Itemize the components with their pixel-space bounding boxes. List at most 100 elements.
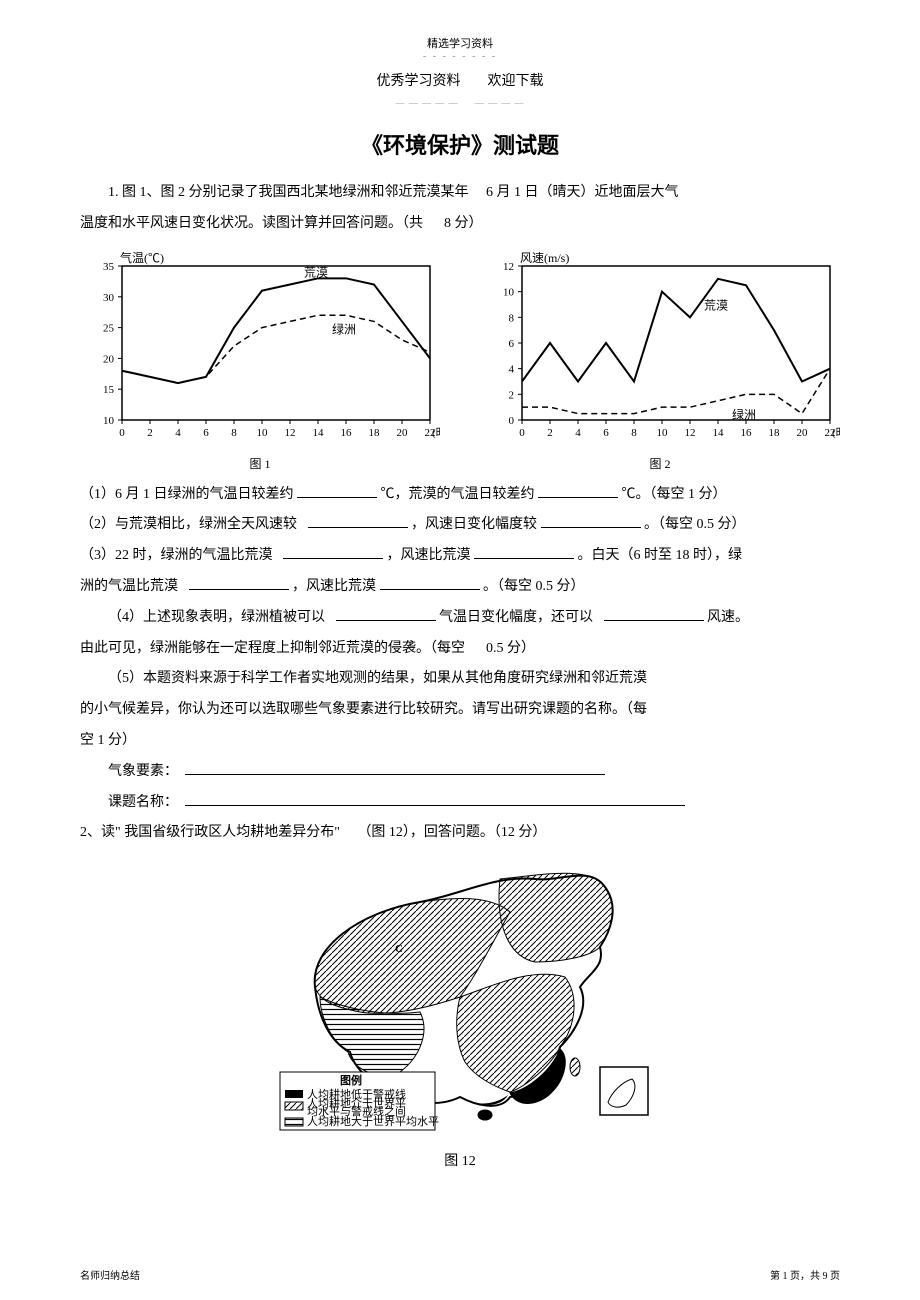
blank-input[interactable] <box>283 545 383 559</box>
svg-text:绿洲: 绿洲 <box>332 321 356 336</box>
q1-p1-c: ℃。（每空 1 分） <box>622 487 727 502</box>
svg-text:C: C <box>395 943 403 955</box>
svg-text:12: 12 <box>285 427 296 439</box>
q1-intro-c: 温度和水平风速日变化状况。读图计算并回答问题。（共 <box>80 216 423 231</box>
svg-text:10: 10 <box>257 427 269 439</box>
svg-text:绿洲: 绿洲 <box>732 406 756 421</box>
q1-p5-d: 气象要素： <box>108 764 178 779</box>
svg-text:6: 6 <box>509 338 515 350</box>
svg-text:图例: 图例 <box>340 1073 362 1087</box>
svg-text:4: 4 <box>175 427 181 439</box>
china-map-figure: C图例人均耕地低于警戒线人均耕地介于世界平均水平与警戒线之间人均耕地大于世界平均… <box>80 857 840 1170</box>
blank-input[interactable] <box>185 792 685 806</box>
svg-text:10: 10 <box>103 415 115 427</box>
page-title: 《环境保护》测试题 <box>80 128 840 160</box>
svg-text:8: 8 <box>631 427 637 439</box>
q1-p3-f: 。（每空 0.5 分） <box>483 579 585 594</box>
q1-p4-d: 由此可见，绿洲能够在一定程度上抑制邻近荒漠的侵袭。（每空 <box>80 641 465 656</box>
page-footer: 名师归纳总结 第 1 页，共 9 页 <box>80 1267 840 1282</box>
blank-input[interactable] <box>297 484 377 498</box>
svg-text:荒漠: 荒漠 <box>704 298 728 312</box>
svg-text:2: 2 <box>547 427 553 439</box>
svg-text:18: 18 <box>369 427 381 439</box>
q2-line-b: （图 12），回答问题。（12 分） <box>357 825 546 840</box>
svg-text:16: 16 <box>741 427 753 439</box>
svg-text:气温(℃): 气温(℃) <box>120 250 164 265</box>
svg-text:6: 6 <box>603 427 609 439</box>
question-1-parts: （1）6 月 1 日绿洲的气温日较差约 ℃，荒漠的气温日较差约 ℃。（每空 1 … <box>80 480 840 819</box>
chart-2-caption: 图 2 <box>480 455 840 472</box>
subtitle-left: 优秀学习资料 <box>377 74 461 89</box>
q1-p5-b: 的小气候差异，你认为还可以选取哪些气象要素进行比较研究。请写出研究课题的名称。（… <box>80 702 647 717</box>
svg-text:荒漠: 荒漠 <box>304 265 328 279</box>
header-small-text: 精选学习资料 <box>80 35 840 51</box>
q1-p4-c: 风速。 <box>707 610 749 625</box>
q1-p1-b: ℃，荒漠的气温日较差约 <box>381 487 535 502</box>
map-caption: 图 12 <box>80 1150 840 1170</box>
q1-p4-e: 0.5 分） <box>486 641 535 656</box>
svg-text:14: 14 <box>313 427 325 439</box>
svg-text:18: 18 <box>769 427 781 439</box>
header-dots: - - - - - - - - <box>80 51 840 62</box>
chart-2-windspeed: 风速(m/s)0246810120246810121416182022(时)荒漠… <box>480 248 840 472</box>
svg-text:2: 2 <box>509 389 515 401</box>
svg-text:12: 12 <box>685 427 696 439</box>
subtitle-underline: — — — — — — — — — <box>80 98 840 108</box>
blank-input[interactable] <box>538 484 618 498</box>
blank-input[interactable] <box>308 514 408 528</box>
footer-left: 名师归纳总结 <box>80 1267 140 1282</box>
q1-p4-a: （4）上述现象表明，绿洲植被可以 <box>108 610 325 625</box>
svg-text:4: 4 <box>575 427 581 439</box>
blank-input[interactable] <box>604 607 704 621</box>
svg-text:2: 2 <box>147 427 153 439</box>
q1-intro-b: 6 月 1 日（晴天）近地面层大气 <box>486 185 679 200</box>
blank-input[interactable] <box>185 761 605 775</box>
chart-1-temperature: 气温(℃)1015202530350246810121416182022(时)荒… <box>80 248 440 472</box>
svg-text:20: 20 <box>397 427 409 439</box>
q1-p2-b: ，风速日变化幅度较 <box>411 517 537 532</box>
blank-input[interactable] <box>336 607 436 621</box>
svg-text:6: 6 <box>203 427 209 439</box>
svg-text:10: 10 <box>657 427 669 439</box>
svg-text:20: 20 <box>797 427 809 439</box>
svg-text:风速(m/s): 风速(m/s) <box>520 251 569 265</box>
q1-intro-a: 1. 图 1、图 2 分别记录了我国西北某地绿洲和邻近荒漠某年 <box>108 185 469 200</box>
svg-text:14: 14 <box>713 427 725 439</box>
svg-text:10: 10 <box>503 286 515 298</box>
svg-text:(时): (时) <box>432 426 440 439</box>
svg-text:30: 30 <box>103 291 115 303</box>
blank-input[interactable] <box>189 576 289 590</box>
q1-p5-c: 空 1 分） <box>80 733 136 748</box>
q1-p3-c: 。白天（6 时至 18 时），绿 <box>578 548 743 563</box>
question-1: 1. 图 1、图 2 分别记录了我国西北某地绿洲和邻近荒漠某年 6 月 1 日（… <box>80 178 840 240</box>
svg-text:0: 0 <box>519 427 525 439</box>
question-2: 2、读" 我国省级行政区人均耕地差异分布" （图 12），回答问题。（12 分） <box>80 818 840 849</box>
svg-text:0: 0 <box>119 427 125 439</box>
svg-text:20: 20 <box>103 353 115 365</box>
blank-input[interactable] <box>541 514 641 528</box>
svg-text:15: 15 <box>103 384 115 396</box>
q1-p5-e: 课题名称： <box>108 795 178 810</box>
svg-text:人均耕地大于世界平均水平: 人均耕地大于世界平均水平 <box>307 1114 439 1128</box>
chart-1-caption: 图 1 <box>80 455 440 472</box>
svg-text:12: 12 <box>503 261 514 273</box>
svg-text:8: 8 <box>231 427 237 439</box>
svg-text:16: 16 <box>341 427 353 439</box>
blank-input[interactable] <box>380 576 480 590</box>
q1-p3-d: 洲的气温比荒漠 <box>80 579 178 594</box>
q1-p2-a: （2）与荒漠相比，绿洲全天风速较 <box>80 517 297 532</box>
charts-row: 气温(℃)1015202530350246810121416182022(时)荒… <box>80 248 840 472</box>
svg-text:4: 4 <box>509 363 515 375</box>
subtitle-right: 欢迎下载 <box>488 74 544 89</box>
svg-text:8: 8 <box>509 312 515 324</box>
q1-p3-b: ，风速比荒漠 <box>387 548 471 563</box>
blank-input[interactable] <box>474 545 574 559</box>
svg-text:(时): (时) <box>832 426 840 439</box>
q1-p1-a: （1）6 月 1 日绿洲的气温日较差约 <box>80 487 294 502</box>
q1-p3-a: （3）22 时，绿洲的气温比荒漠 <box>80 548 273 563</box>
q1-p2-c: 。（每空 0.5 分） <box>644 517 746 532</box>
q1-p5-a: （5）本题资料来源于科学工作者实地观测的结果，如果从其他角度研究绿洲和邻近荒漠 <box>108 671 647 686</box>
subtitle-row: 优秀学习资料 欢迎下载 <box>80 70 840 90</box>
svg-text:35: 35 <box>103 261 115 273</box>
q1-p3-e: ，风速比荒漠 <box>292 579 376 594</box>
